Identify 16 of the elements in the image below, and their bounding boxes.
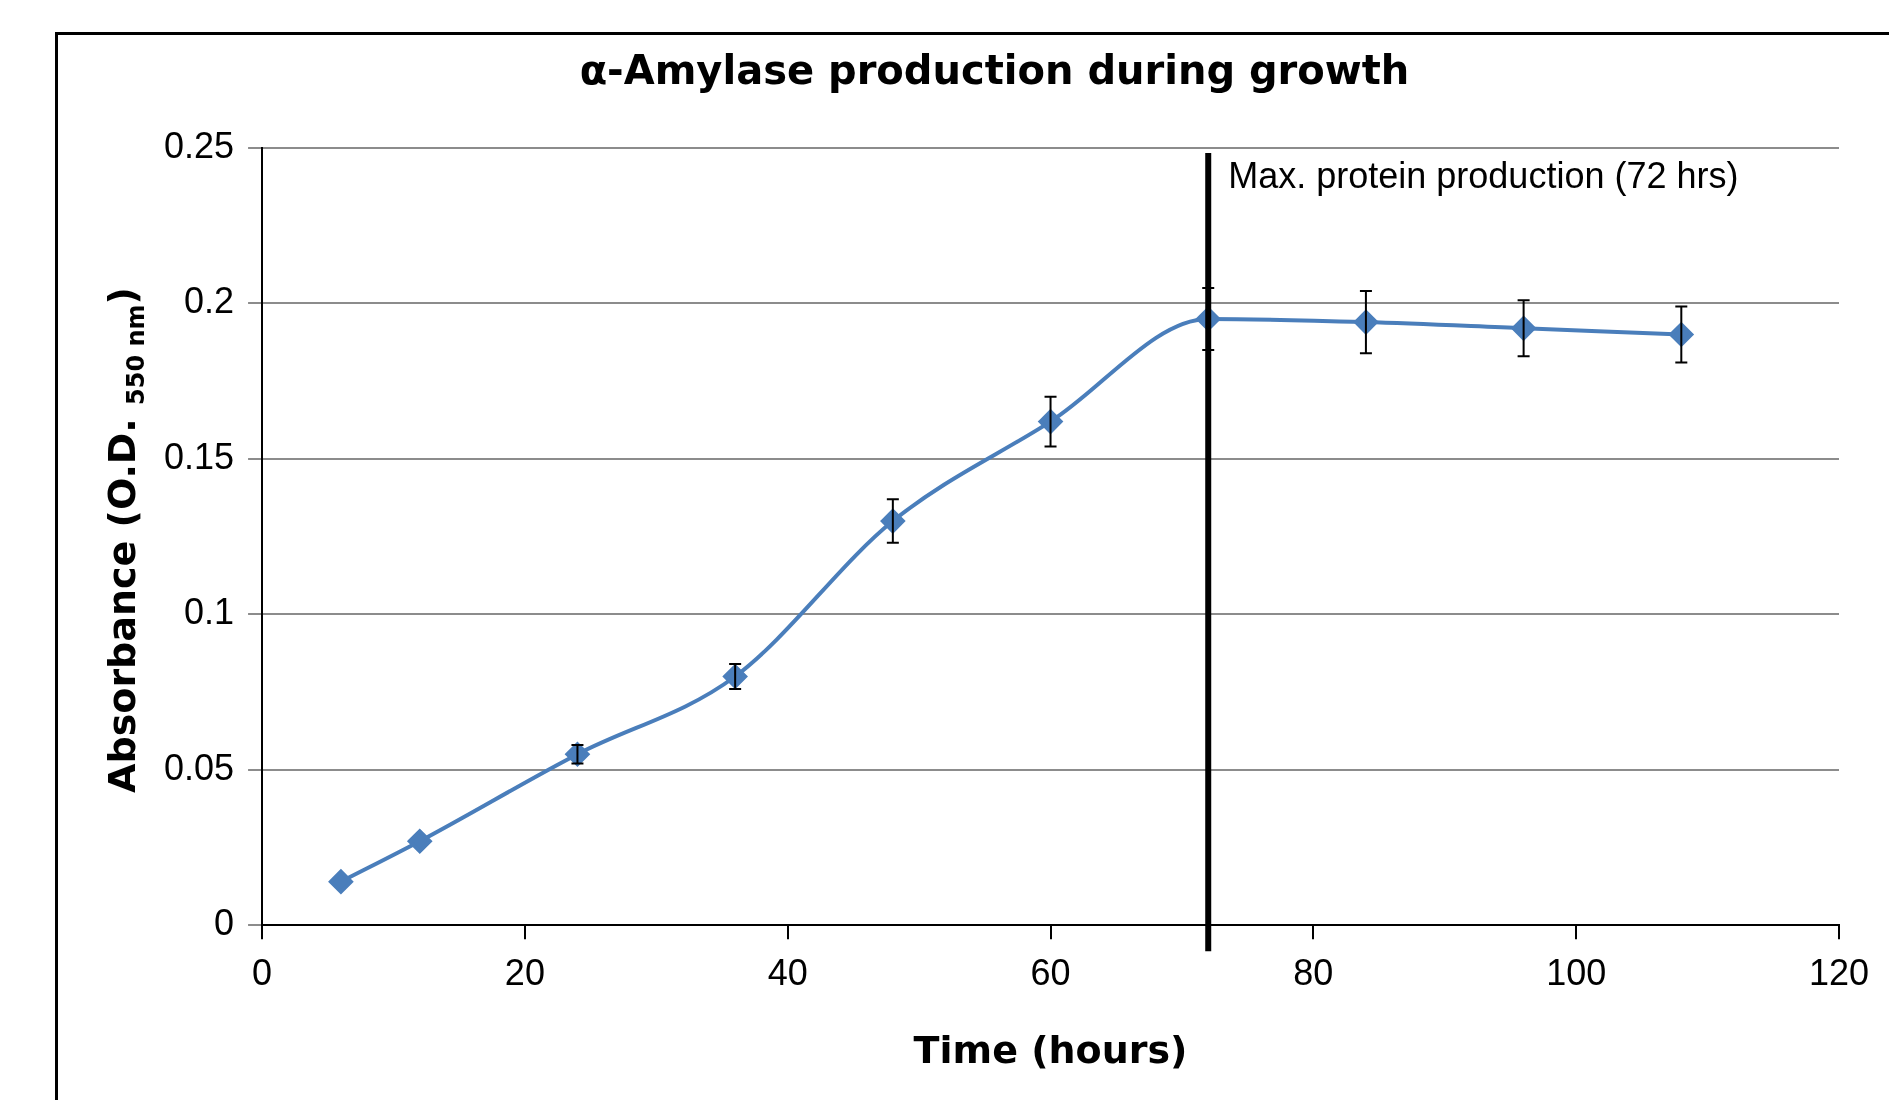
x-tick-label: 120: [1808, 951, 1870, 993]
x-tick-label: 100: [1546, 951, 1607, 993]
x-tick-label: 0: [252, 951, 273, 993]
y-tick-label: 0.05: [163, 746, 235, 788]
x-tick-label: 80: [1293, 951, 1334, 993]
y-tick-label: 0: [214, 902, 235, 944]
x-tick-label: 40: [767, 951, 808, 993]
y-tick-label: 0.1: [184, 591, 235, 633]
x-axis-title: Time (hours): [913, 1028, 1188, 1073]
x-tick-label: 20: [504, 951, 545, 993]
y-tick-label: 0.25: [163, 124, 235, 166]
ref-line-label: Max. protein production (72 hrs): [1228, 154, 1739, 196]
x-tick-label: 60: [1030, 951, 1071, 993]
y-tick-label: 0.2: [184, 280, 235, 322]
chart-title: α-Amylase production during growth: [579, 47, 1410, 94]
y-tick-label: 0.15: [163, 435, 235, 477]
